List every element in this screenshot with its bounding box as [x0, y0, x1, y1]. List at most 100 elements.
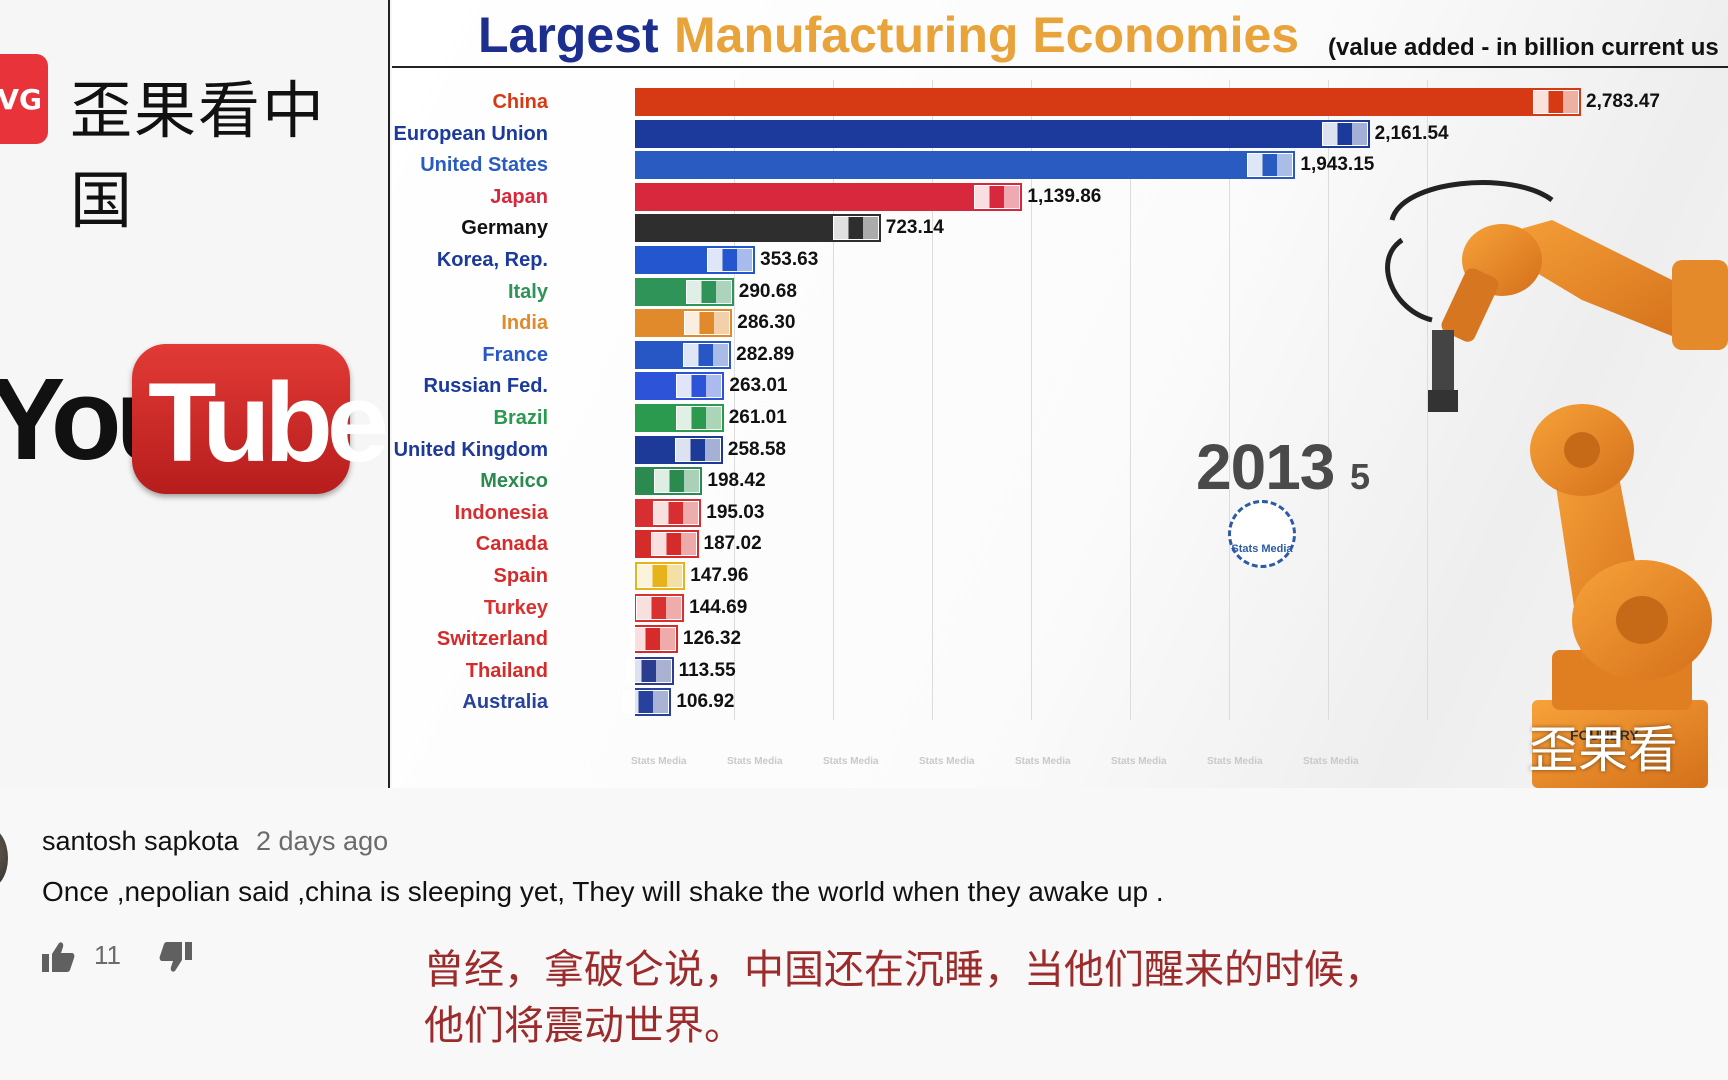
- flag-icon: [707, 248, 754, 272]
- bar-row: Japan 1,139.86: [392, 182, 1728, 211]
- channel-logo: VG: [0, 54, 48, 144]
- youtube-logo-tube: Tube: [148, 360, 389, 485]
- bar-row: France 282.89: [392, 340, 1728, 369]
- bar-category-label: Australia: [462, 691, 548, 714]
- bar-row: Germany 723.14: [392, 214, 1728, 243]
- bar-value-label: 282.89: [736, 343, 795, 365]
- chart-watermark-text: Stats Media: [1015, 756, 1071, 767]
- bar-category-label: Russian Fed.: [423, 375, 548, 398]
- flag-icon: [625, 658, 672, 683]
- gridline: [1427, 80, 1428, 720]
- bar-category-label: Brazil: [493, 407, 548, 429]
- bar-category-label: Thailand: [465, 659, 548, 682]
- bar-category-label: Japan: [490, 185, 548, 208]
- bar-category-label: Switzerland: [436, 628, 548, 651]
- bar-value-label: 2,783.47: [1586, 91, 1660, 112]
- chart-subtitle: (value added - in billion current us: [1328, 34, 1719, 61]
- bar-category-label: Canada: [475, 533, 548, 556]
- avatar[interactable]: [0, 828, 8, 888]
- gridline: [1328, 80, 1329, 720]
- bar-value-label: 353.63: [760, 249, 819, 270]
- bar-value-label: 1,139.86: [1027, 185, 1102, 207]
- bar-category-label: United Kingdom: [393, 438, 548, 461]
- bar-row: Australia 106.92: [392, 688, 1728, 717]
- bar-category-label: Turkey: [483, 596, 548, 619]
- comment-timestamp[interactable]: 2 days ago: [256, 826, 389, 856]
- channel-branding-panel: VG 歪果看中国 You Tube: [0, 0, 390, 788]
- translation-line-1: 曾经，拿破仑说，中国还在沉睡，当他们醒来的时候，: [424, 947, 1384, 993]
- youtube-logo: You Tube: [0, 340, 389, 500]
- bar-row: Korea, Rep. 353.63: [392, 246, 1728, 274]
- like-count: 11: [94, 940, 121, 970]
- flag-icon: [653, 500, 700, 525]
- bar-category-label: Korea, Rep.: [436, 249, 548, 271]
- bar-value-label: 286.30: [737, 312, 796, 334]
- bar-row: United Kingdom 258.58: [392, 435, 1728, 464]
- bar-category-label: India: [501, 312, 548, 335]
- bar-row: Spain 147.96: [392, 562, 1728, 590]
- bar-row: Indonesia 195.03: [392, 498, 1728, 527]
- chart-watermark-text: Stats Media: [1303, 756, 1359, 767]
- bar-row: Switzerland 126.32: [392, 625, 1728, 654]
- bar-row: India 286.30: [392, 309, 1728, 338]
- channel-title: 歪果看中国: [70, 74, 327, 237]
- bar-value-label: 113.55: [678, 659, 736, 681]
- chart-title-largest: Largest: [478, 7, 659, 63]
- bar-row: Canada 187.02: [392, 530, 1728, 559]
- flag-icon: [1247, 153, 1294, 178]
- bar: [635, 88, 1581, 116]
- bar-value-label: 261.01: [728, 407, 787, 428]
- comment-section: santosh sapkota 2 days ago Once ,nepolia…: [0, 788, 1728, 1080]
- flag-icon: [1321, 121, 1368, 146]
- bar-value-label: 290.68: [738, 280, 797, 302]
- chinese-translation-subtitle: 曾经，拿破仑说，中国还在沉睡，当他们醒来的时候， 他们将震动世界。: [424, 942, 1524, 1054]
- translation-line-2: 他们将震动世界。: [424, 1003, 744, 1049]
- bar-category-label: Indonesia: [454, 501, 548, 524]
- bar-value-label: 147.96: [690, 565, 749, 586]
- flag-icon: [676, 374, 723, 399]
- bar-category-label: Mexico: [480, 470, 548, 493]
- bar-row: Turkey 144.69: [392, 593, 1728, 622]
- bar-value-label: 126.32: [682, 628, 742, 650]
- gridline: [734, 80, 735, 720]
- bar-value-label: 106.92: [676, 691, 735, 713]
- bar-value-label: 198.42: [707, 470, 766, 492]
- gridline: [833, 80, 834, 720]
- comment-text: Once ,nepolian said ,china is sleeping y…: [42, 876, 1164, 907]
- year-sub-label: 5: [1350, 456, 1371, 497]
- bar-row: Italy 290.68: [392, 277, 1728, 306]
- bar-value-label: 187.02: [703, 533, 762, 555]
- flag-icon: [636, 595, 683, 620]
- gridline: [1130, 80, 1131, 720]
- bar: [635, 119, 1370, 148]
- youtube-logo-box: [132, 344, 350, 494]
- bar: [635, 151, 1296, 180]
- flag-icon: [650, 532, 697, 557]
- flag-icon: [629, 627, 676, 652]
- bar-category-label: France: [482, 343, 548, 366]
- bar-value-label: 144.69: [689, 596, 748, 618]
- thumbs-up-icon[interactable]: [40, 940, 76, 974]
- robot-arm-illustration: FOUNDRY: [1385, 180, 1728, 788]
- bar-category-label: Spain: [493, 565, 548, 587]
- flag-icon: [684, 311, 731, 336]
- flag-icon: [674, 437, 721, 462]
- comment-author[interactable]: santosh sapkota: [42, 826, 239, 856]
- svg-text:FOUNDRY: FOUNDRY: [1570, 727, 1639, 743]
- bar-value-label: 258.58: [727, 438, 786, 460]
- gridline: [932, 80, 933, 720]
- gridline: [1031, 80, 1032, 720]
- chart-watermark-text: Stats Media: [1111, 756, 1167, 767]
- bar-value-label: 723.14: [885, 217, 944, 239]
- flag-icon: [832, 216, 879, 241]
- flag-icon: [685, 279, 732, 304]
- thumbs-down-icon[interactable]: [158, 940, 194, 974]
- bar-row: United States 1,943.15: [392, 151, 1728, 180]
- bar-chart-race: Largest Manufacturing Economies (value a…: [392, 0, 1728, 788]
- bar-row: Thailand 113.55: [392, 656, 1728, 685]
- stats-media-badge: Stats Media: [1228, 500, 1296, 568]
- bar-value-label: 2,161.54: [1374, 122, 1449, 144]
- flag-icon: [654, 469, 701, 494]
- bar-category-label: Germany: [461, 217, 548, 240]
